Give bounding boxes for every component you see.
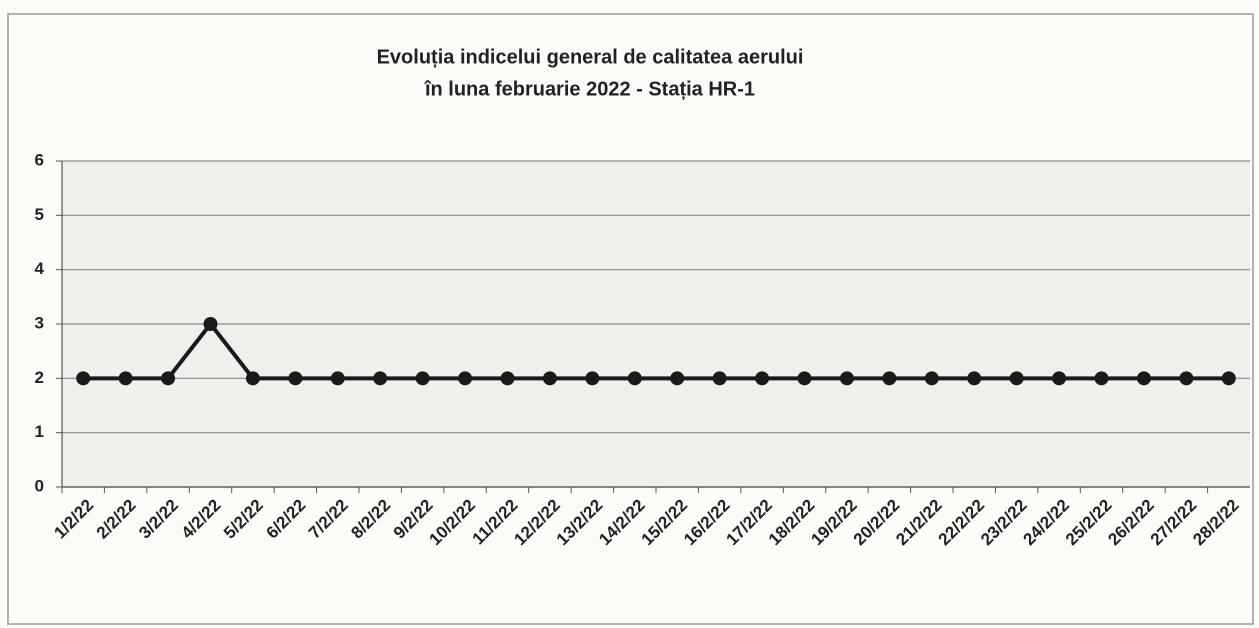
chart-title: în luna februarie 2022 - Stația HR-1 xyxy=(424,78,755,100)
y-tick-label: 0 xyxy=(35,476,44,495)
data-point xyxy=(161,371,176,386)
data-point xyxy=(924,371,939,386)
data-point xyxy=(755,371,770,386)
data-point xyxy=(1136,371,1151,386)
data-point xyxy=(1052,371,1067,386)
data-point xyxy=(245,371,260,386)
data-point xyxy=(1221,371,1236,386)
y-tick-label: 2 xyxy=(35,368,44,387)
data-point xyxy=(118,371,133,386)
data-point xyxy=(1094,371,1109,386)
data-point xyxy=(542,371,557,386)
data-point xyxy=(373,371,388,386)
data-point xyxy=(458,371,473,386)
data-point xyxy=(839,371,854,386)
data-point xyxy=(203,317,218,331)
data-point xyxy=(76,371,91,386)
data-point xyxy=(670,371,685,386)
y-tick-label: 5 xyxy=(35,205,44,224)
chart-title: Evoluția indicelui general de calitatea … xyxy=(377,46,804,68)
data-point xyxy=(288,371,303,386)
data-point xyxy=(882,371,897,386)
y-tick-label: 6 xyxy=(35,150,44,169)
y-tick-label: 1 xyxy=(35,422,44,441)
data-point xyxy=(415,371,430,386)
data-point xyxy=(627,371,642,386)
data-point xyxy=(500,371,515,386)
data-point xyxy=(330,371,345,386)
data-point xyxy=(967,371,982,386)
data-point xyxy=(1179,371,1194,386)
y-tick-label: 3 xyxy=(35,313,44,332)
data-point xyxy=(797,371,812,386)
data-point xyxy=(712,371,727,386)
y-tick-label: 4 xyxy=(35,259,45,278)
data-point xyxy=(1009,371,1024,386)
data-line xyxy=(83,320,1229,381)
data-point xyxy=(585,371,600,386)
